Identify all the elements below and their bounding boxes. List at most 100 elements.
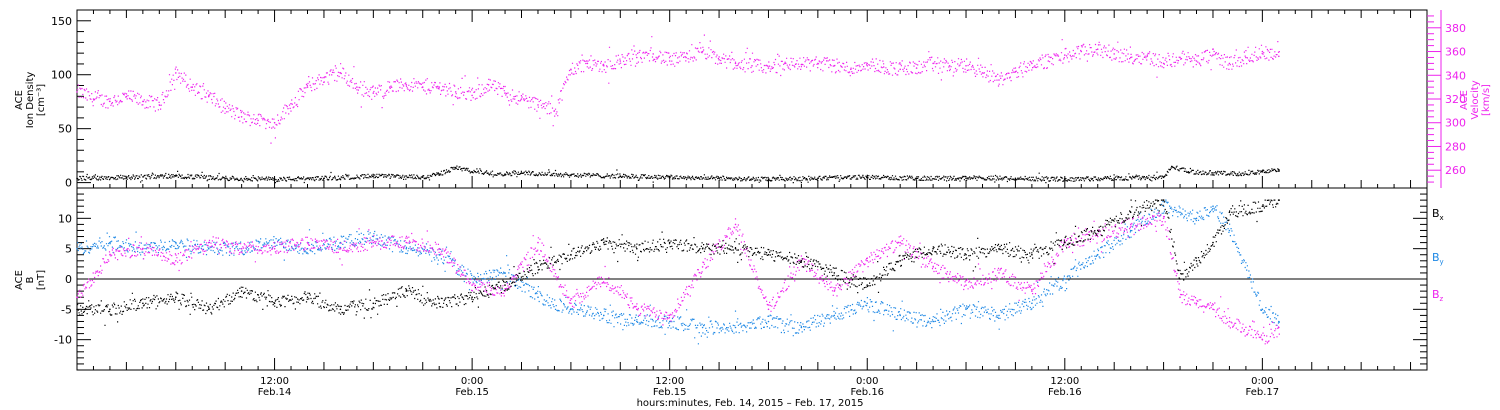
bz-series-point: [603, 278, 605, 280]
velocity-series-point: [751, 65, 753, 67]
bz-series-point: [339, 247, 342, 250]
by-series-point: [1278, 320, 1280, 323]
velocity-series-point: [1146, 55, 1148, 58]
bz-series-point: [405, 241, 408, 244]
top-right-axis: 260 280 300 320 340 360 380: [1427, 10, 1466, 188]
velocity-series-point: [339, 72, 342, 74]
bottom-left-tick-label: 10: [58, 212, 72, 225]
bz-series-point: [537, 241, 539, 244]
top-left-axis-title-line: Ion Density: [25, 72, 36, 129]
density-series-point: [438, 173, 441, 175]
by-series-point: [1096, 253, 1099, 256]
by-series-point: [734, 326, 737, 329]
bx-series-point: [537, 266, 539, 268]
velocity-series-point: [76, 91, 78, 93]
by-series-point: [207, 247, 210, 250]
bx-series-point: [1278, 199, 1280, 201]
top-right-tick-label: 320: [1445, 93, 1466, 106]
density-series-point: [1162, 176, 1165, 178]
bx-series-point: [1228, 211, 1231, 214]
velocity-series-point: [504, 92, 506, 94]
density-series-point: [471, 171, 473, 173]
date-tick-label: Feb.17: [1246, 387, 1280, 398]
density-series-point: [1212, 172, 1214, 174]
bz-series-point: [240, 247, 243, 250]
velocity-series-point: [109, 100, 111, 103]
velocity-series-points: [77, 34, 1280, 144]
top-right-axis-title-line: Velocity: [1470, 80, 1481, 119]
velocity-series-point: [537, 104, 539, 106]
by-series-point: [866, 302, 868, 305]
time-axis: 12:00Feb.140:00Feb.1512:00Feb.150:00Feb.…: [92, 10, 1412, 398]
by-series-point: [1261, 308, 1264, 311]
bz-series-point: [175, 260, 177, 262]
velocity-series-point: [1195, 60, 1198, 62]
by-series-point: [833, 314, 836, 317]
velocity-series-point: [866, 62, 868, 65]
bx-series-point: [932, 247, 934, 250]
bz-series-point: [1096, 235, 1099, 238]
x-axis-label: hours:minutes, Feb. 14, 2015 – Feb. 17, …: [637, 398, 864, 409]
date-tick-label: Feb.14: [258, 387, 292, 398]
velocity-series-point: [372, 92, 375, 94]
time-tick-label: 12:00: [655, 376, 684, 387]
density-series-point: [454, 166, 457, 169]
time-tick-label: 0:00: [461, 376, 483, 387]
top-left-axis-title-line: ACE: [14, 90, 25, 110]
top-left-tick-label: 0: [65, 177, 72, 190]
bfield-legend: Bx By Bz: [1432, 207, 1444, 303]
velocity-series-point: [356, 86, 358, 88]
velocity-series-point: [487, 84, 490, 86]
bx-series-point: [175, 296, 177, 299]
bx-series-point: [866, 284, 868, 286]
bottom-left-axis-title-line: ACE: [14, 270, 25, 290]
velocity-series-point: [965, 65, 967, 67]
velocity-series-point: [389, 86, 391, 88]
velocity-series-point: [850, 68, 852, 71]
bx-series-point: [405, 290, 408, 292]
velocity-series-point: [570, 68, 572, 71]
velocity-series-point: [586, 62, 589, 65]
by-series-point: [570, 308, 572, 311]
velocity-series-point: [833, 65, 836, 67]
bx-series-point: [1261, 205, 1264, 207]
bz-series-point: [701, 266, 704, 268]
velocity-series-point: [438, 86, 441, 88]
velocity-series-point: [207, 95, 210, 98]
velocity-series-point: [273, 121, 276, 124]
velocity-series-point: [784, 62, 786, 65]
by-series-point: [767, 320, 770, 323]
time-tick-label: 12:00: [260, 376, 289, 387]
bz-series-point: [767, 308, 770, 311]
top-right-tick-label: 380: [1445, 22, 1466, 35]
bx-series-point: [833, 272, 836, 274]
legend-subscript: z: [1440, 295, 1444, 303]
by-series-point: [1031, 302, 1033, 305]
velocity-series-point: [290, 102, 292, 105]
velocity-series-point: [636, 56, 638, 59]
density-series-point: [1113, 177, 1115, 180]
bz-series-point: [1228, 320, 1231, 323]
bx-series: [76, 199, 1280, 326]
velocity-series-point: [932, 62, 934, 65]
bx-series-point: [306, 296, 309, 299]
bx-series-point: [1179, 278, 1181, 280]
bx-series-point: [372, 302, 375, 305]
by-series-point: [998, 314, 1000, 317]
density-series-point: [718, 177, 720, 180]
bx-series-point: [1064, 241, 1066, 244]
by-series-point: [932, 320, 934, 323]
bx-series-point: [1096, 229, 1099, 232]
by-series-point: [1195, 217, 1198, 220]
bz-series-point: [471, 284, 473, 286]
bz-series-point: [734, 223, 737, 226]
bz-series-points: [77, 212, 1280, 345]
bx-series-point: [800, 260, 803, 262]
density-series-point: [175, 175, 177, 177]
by-series-point: [76, 247, 78, 250]
velocity-series-point: [1064, 54, 1066, 56]
density-series-point: [1014, 177, 1017, 180]
velocity-series-point: [1278, 55, 1280, 58]
density-series-point: [323, 177, 325, 180]
bx-series-point: [899, 260, 901, 262]
